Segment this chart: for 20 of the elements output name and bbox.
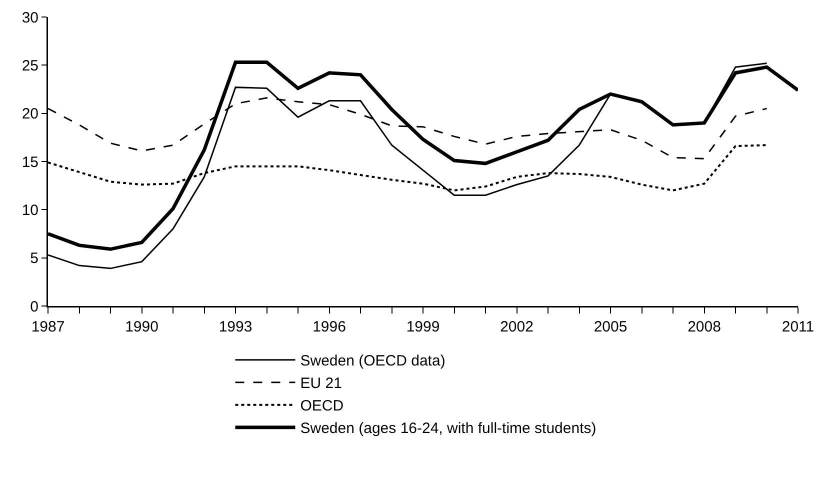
legend-label: OECD [300, 398, 344, 415]
x-tick-label: 1999 [406, 318, 440, 336]
x-tick-label: 1987 [31, 318, 65, 336]
y-tick-label: 20 [22, 106, 38, 123]
y-tick-label: 5 [30, 250, 38, 268]
y-tick-label: 30 [22, 9, 38, 26]
x-tick-label: 2002 [500, 318, 534, 336]
y-tick-label: 15 [22, 154, 38, 171]
x-tick-label: 2005 [594, 318, 628, 336]
y-tick-label: 10 [22, 202, 38, 219]
x-tick-label: 2008 [688, 318, 721, 336]
legend-label: EU 21 [300, 375, 342, 392]
x-tick-label: 2011 [782, 318, 814, 336]
y-tick-label: 25 [22, 57, 38, 74]
y-tick-label: 0 [30, 298, 38, 316]
legend-label: Sweden (OECD data) [300, 352, 446, 370]
x-tick-label: 1996 [312, 318, 346, 336]
legend-label: Sweden (ages 16-24, with full-time students) [300, 420, 596, 438]
x-tick-label: 1990 [125, 318, 158, 336]
x-tick-label: 1993 [218, 318, 252, 336]
